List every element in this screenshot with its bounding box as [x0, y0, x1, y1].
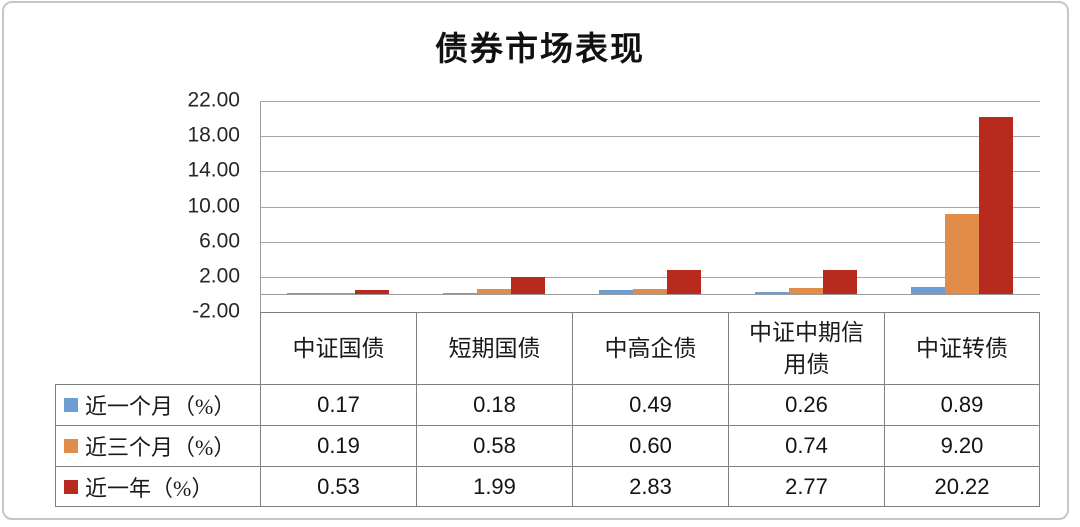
table-value: 0.49 — [629, 392, 672, 417]
table-value-cell: 0.19 — [260, 425, 416, 466]
gridline — [260, 206, 1040, 208]
series-row-label-cell: 近三个月（%） — [55, 425, 260, 466]
table-header-cell: 中证中期信用债 — [728, 312, 884, 384]
bar-series-3-category-4 — [823, 270, 857, 295]
table-value-cell: 0.58 — [416, 425, 572, 466]
y-axis-tick-label: -2.00 — [192, 299, 240, 323]
table-value: 0.18 — [473, 392, 516, 417]
gridline — [260, 241, 1040, 243]
gridline — [260, 136, 1040, 138]
table-value: 0.58 — [473, 433, 516, 458]
y-axis-tick-label: 22.00 — [187, 88, 240, 112]
category-axis-line — [260, 294, 1040, 296]
bar-series-2-category-4 — [789, 287, 823, 295]
table-value: 0.19 — [317, 433, 360, 458]
table-value-cell: 2.77 — [728, 466, 884, 507]
table-value-cell: 9.20 — [884, 425, 1040, 466]
table-header-cell: 短期国债 — [416, 312, 572, 384]
table-header-cell: 中证转债 — [884, 312, 1040, 384]
category-header-label: 中高企债 — [604, 335, 697, 361]
table-value: 0.53 — [317, 473, 360, 499]
y-axis-line — [260, 101, 261, 312]
bar-series-1-category-5 — [911, 286, 945, 295]
chart-title: 债券市场表现 — [435, 32, 645, 68]
series-name-label: 近一个月（%） — [85, 394, 236, 419]
bar-series-2-category-5 — [945, 213, 979, 295]
bar-series-1-category-2 — [443, 292, 477, 295]
table-value: 0.60 — [629, 433, 672, 458]
chart-frame — [2, 1, 1069, 520]
bar-series-1-category-3 — [599, 290, 633, 295]
table-value: 0.17 — [317, 392, 360, 417]
gridline — [260, 101, 1040, 102]
series-name-label: 近三个月（%） — [85, 435, 236, 460]
bar-series-3-category-1 — [355, 289, 389, 295]
bar-series-3-category-3 — [667, 269, 701, 295]
table-value-cell: 0.89 — [884, 384, 1040, 425]
gridline — [260, 171, 1040, 173]
bar-series-3-category-5 — [979, 116, 1013, 295]
table-value: 2.77 — [785, 473, 828, 499]
bar-series-2-category-3 — [633, 289, 667, 295]
table-value-cell: 0.49 — [572, 384, 728, 425]
y-axis-tick-label: 6.00 — [199, 229, 240, 253]
table-value: 0.74 — [785, 433, 828, 458]
category-header-label: 中证转债 — [916, 335, 1008, 361]
table-value: 0.26 — [785, 392, 828, 417]
table-value-cell: 1.99 — [416, 466, 572, 507]
category-header-label: 中证国债 — [292, 335, 385, 361]
table-value: 9.20 — [940, 433, 984, 458]
legend-swatch — [64, 439, 78, 453]
y-axis-tick-label: 14.00 — [187, 158, 240, 182]
table-header-cell: 中高企债 — [572, 312, 728, 384]
table-value-cell: 2.83 — [572, 466, 728, 507]
bar-series-1-category-1 — [287, 292, 321, 295]
bar-series-2-category-2 — [477, 289, 511, 295]
table-value-cell: 0.17 — [260, 384, 416, 425]
bar-series-1-category-4 — [755, 292, 789, 295]
bar-series-3-category-2 — [511, 276, 545, 295]
y-axis-tick-label: 10.00 — [187, 194, 240, 218]
table-value-cell: 0.26 — [728, 384, 884, 425]
series-row-label-cell: 近一个月（%） — [55, 384, 260, 425]
table-value: 1.99 — [473, 473, 516, 499]
category-header-label: 中证中期信用债 — [749, 320, 864, 377]
table-value: 2.83 — [629, 473, 672, 499]
table-value: 0.89 — [940, 392, 984, 417]
category-header-label: 短期国债 — [448, 335, 541, 361]
legend-swatch — [64, 479, 78, 494]
table-header-cell: 中证国债 — [260, 312, 416, 384]
table-value-cell: 0.18 — [416, 384, 572, 425]
series-name-label: 近一年（%） — [85, 475, 214, 501]
legend-swatch — [64, 398, 78, 412]
table-value-cell: 0.53 — [260, 466, 416, 507]
table-value-cell: 0.74 — [728, 425, 884, 466]
gridline — [260, 276, 1040, 278]
table-value-cell: 0.60 — [572, 425, 728, 466]
table-value: 20.22 — [934, 473, 990, 499]
y-axis-tick-label: 18.00 — [187, 123, 240, 147]
table-value-cell: 20.22 — [884, 466, 1040, 507]
bar-series-2-category-1 — [321, 292, 355, 295]
y-axis-tick-label: 2.00 — [199, 264, 240, 288]
series-row-label-cell: 近一年（%） — [55, 466, 260, 507]
